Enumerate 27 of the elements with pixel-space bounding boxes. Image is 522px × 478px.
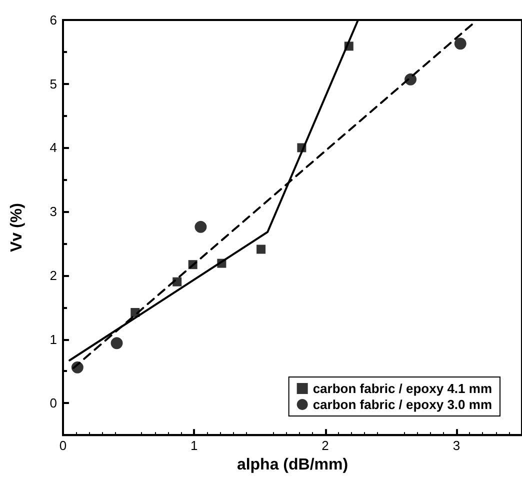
x-tick-label: 3: [452, 438, 460, 454]
y-axis-title: Vv (%): [8, 203, 26, 252]
x-tick-label: 1: [190, 438, 198, 454]
point: [256, 244, 266, 254]
y-tick-label: 5: [50, 76, 57, 92]
point: [188, 260, 198, 270]
x-axis-title: alpha (dB/mm): [236, 456, 348, 474]
y-tick-label: 0: [50, 396, 57, 411]
x-tick-label: 0: [59, 438, 67, 454]
point: [172, 277, 182, 286]
point: [217, 258, 226, 268]
y-tick-label: 4: [50, 140, 57, 156]
point: [130, 308, 140, 317]
point: [454, 38, 466, 50]
legend-label: carbon fabric / epoxy 4.1 mm: [312, 381, 492, 396]
y-tick-label: 2: [50, 268, 57, 283]
point: [71, 361, 84, 374]
point: [194, 220, 207, 233]
x-tick-label: 2: [322, 438, 329, 454]
point: [297, 143, 306, 152]
y-tick-label: 6: [50, 12, 57, 28]
y-tick-label: 3: [50, 204, 57, 220]
legend-label: carbon fabric / epoxy 3.0 mm: [312, 397, 492, 412]
point: [404, 73, 417, 86]
point: [344, 42, 354, 51]
point: [110, 337, 123, 350]
y-tick-label: 1: [50, 332, 57, 347]
